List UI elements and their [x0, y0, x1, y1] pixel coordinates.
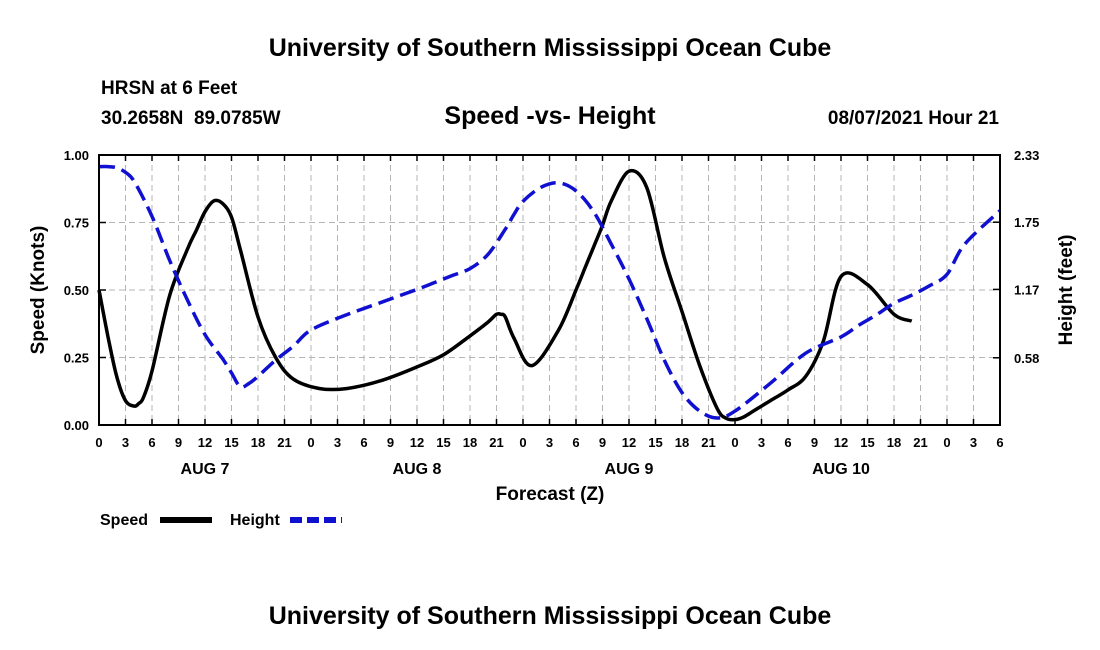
x-tick-label: 15	[436, 435, 450, 450]
x-tick-label: 3	[758, 435, 765, 450]
timestamp-label: 08/07/2021 Hour 21	[828, 108, 1000, 129]
x-tick-label: 12	[622, 435, 636, 450]
x-tick-label: 12	[410, 435, 424, 450]
x-tick-label: 3	[546, 435, 553, 450]
x-tick-label: 6	[784, 435, 791, 450]
x-tick-label: 21	[489, 435, 503, 450]
x-tick-label: 21	[277, 435, 291, 450]
x-tick-label: 0	[307, 435, 314, 450]
x-tick-label: 18	[463, 435, 477, 450]
x-axis-label: Forecast (Z)	[496, 484, 605, 505]
x-tick-label: 21	[701, 435, 715, 450]
title: University of Southern Mississippi Ocean…	[269, 34, 832, 62]
footer-title: University of Southern Mississippi Ocean…	[269, 602, 832, 630]
y-tick-label: 1.00	[64, 148, 89, 163]
grid	[99, 155, 1000, 425]
x-tick-label: 6	[996, 435, 1003, 450]
x-tick-label: 12	[198, 435, 212, 450]
x-tick-label: 6	[572, 435, 579, 450]
x-tick-label: 9	[387, 435, 394, 450]
x-tick-label: 3	[970, 435, 977, 450]
x-tick-label: 0	[519, 435, 526, 450]
x-tick-label: 9	[175, 435, 182, 450]
x-tick-label: 6	[148, 435, 155, 450]
y-axis-label: Speed (Knots)	[28, 226, 49, 355]
y2-tick-label: 1.75	[1014, 215, 1039, 230]
axes: 0 3 6 9 12 15 18 21 0 3 6 9 12 15 18 21 0 3 6 9 12 15 18 21 0 3 6 9…	[64, 148, 1040, 478]
x-tick-label: 15	[648, 435, 662, 450]
x-tick-label: 15	[860, 435, 874, 450]
coords-label: 30.2658N 89.0785W	[101, 108, 281, 129]
series-group	[97, 164, 1002, 422]
y-tick-label: 0.75	[64, 216, 89, 231]
x-tick-label: 0	[943, 435, 950, 450]
legend: Speed Height	[100, 512, 342, 529]
date-label: AUG 8	[393, 461, 442, 478]
chart-subtitle: Speed -vs- Height	[444, 102, 656, 130]
x-tick-label: 0	[95, 435, 102, 450]
y-tick-label: 0.25	[64, 351, 89, 366]
date-label: AUG 9	[605, 461, 654, 478]
x-tick-label: 3	[122, 435, 129, 450]
x-tick-label: 18	[887, 435, 901, 450]
y2-tick-label: 0.58	[1014, 351, 1039, 366]
y-tick-label: 0.00	[64, 418, 89, 433]
x-tick-label: 3	[334, 435, 341, 450]
x-tick-label: 9	[811, 435, 818, 450]
x-tick-label: 6	[360, 435, 367, 450]
y2-axis-label: Height (feet)	[1056, 235, 1077, 346]
y2-tick-label: 1.17	[1014, 282, 1039, 297]
legend-height-label: Height	[230, 512, 280, 529]
y-tick-label: 0.50	[64, 283, 89, 298]
x-tick-label: 0	[731, 435, 738, 450]
x-tick-label: 18	[251, 435, 265, 450]
y2-tick-label: 2.33	[1014, 148, 1039, 163]
x-tick-label: 18	[675, 435, 689, 450]
legend-speed-label: Speed	[100, 512, 148, 529]
station-label: HRSN at 6 Feet	[101, 78, 238, 99]
x-tick-label: 21	[913, 435, 927, 450]
x-tick-label: 15	[224, 435, 238, 450]
date-label: AUG 7	[181, 461, 230, 478]
x-tick-label: 9	[599, 435, 606, 450]
series-speed-line	[97, 168, 913, 422]
series-height-line	[98, 164, 1002, 420]
x-tick-label: 12	[834, 435, 848, 450]
date-label: AUG 10	[812, 461, 870, 478]
